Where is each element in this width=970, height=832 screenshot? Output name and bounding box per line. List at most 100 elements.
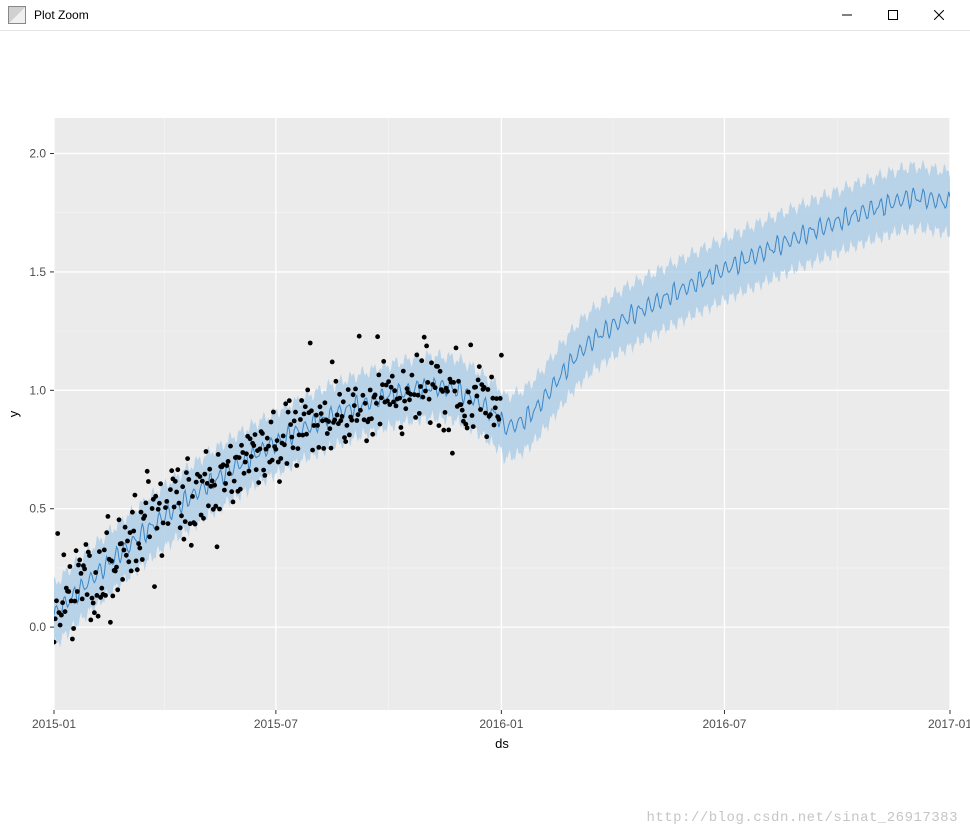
data-point <box>129 569 134 574</box>
data-point <box>206 503 211 508</box>
data-point <box>368 388 373 393</box>
data-point <box>72 599 77 604</box>
data-point <box>416 393 421 398</box>
data-point <box>63 609 68 614</box>
data-point <box>337 392 342 397</box>
data-point <box>498 396 503 401</box>
data-point <box>356 412 361 417</box>
data-point <box>212 483 217 488</box>
data-point <box>184 470 189 475</box>
data-point <box>281 434 286 439</box>
data-point <box>468 343 473 348</box>
data-point <box>484 434 489 439</box>
data-point <box>140 557 145 562</box>
minimize-icon <box>842 10 852 20</box>
data-point <box>277 479 282 484</box>
data-point <box>71 626 76 631</box>
data-point <box>70 637 75 642</box>
data-point <box>52 640 57 645</box>
close-button[interactable] <box>916 0 962 30</box>
y-tick-label: 2.0 <box>29 147 46 161</box>
maximize-button[interactable] <box>870 0 916 30</box>
data-point <box>194 480 199 485</box>
data-point <box>375 334 380 339</box>
data-point <box>296 446 301 451</box>
minimize-button[interactable] <box>824 0 870 30</box>
data-point <box>77 558 82 563</box>
data-point <box>399 425 404 430</box>
data-point <box>88 618 93 623</box>
data-point <box>137 546 142 551</box>
data-point <box>475 394 480 399</box>
data-point <box>381 359 386 364</box>
data-point <box>413 415 418 420</box>
data-point <box>247 469 252 474</box>
data-point <box>353 387 358 392</box>
data-point <box>91 601 96 606</box>
data-point <box>164 499 169 504</box>
data-point <box>363 401 368 406</box>
app-icon <box>8 6 26 24</box>
data-point <box>299 398 304 403</box>
data-point <box>450 451 455 456</box>
data-point <box>327 426 332 431</box>
data-point <box>346 387 351 392</box>
data-point <box>347 433 352 438</box>
data-point <box>258 447 263 452</box>
data-point <box>85 592 90 597</box>
data-point <box>465 426 470 431</box>
data-point <box>403 406 408 411</box>
data-point <box>198 474 203 479</box>
data-point <box>237 455 242 460</box>
data-point <box>59 613 64 618</box>
data-point <box>329 446 334 451</box>
data-point <box>358 408 363 413</box>
data-point <box>478 407 483 412</box>
data-point <box>407 397 412 402</box>
data-point <box>177 501 182 506</box>
data-point <box>427 397 432 402</box>
y-tick-label: 1.5 <box>29 265 46 279</box>
data-point <box>172 505 177 510</box>
y-tick-label: 0.0 <box>29 620 46 634</box>
data-point <box>441 428 446 433</box>
data-point <box>243 460 248 465</box>
data-point <box>282 442 287 447</box>
data-point <box>201 516 206 521</box>
data-point <box>144 501 149 506</box>
data-point <box>303 404 308 409</box>
data-point <box>84 542 89 547</box>
data-point <box>338 418 343 423</box>
data-point <box>305 388 310 393</box>
data-point <box>204 449 209 454</box>
data-point <box>292 419 297 424</box>
data-point <box>378 422 383 427</box>
data-point <box>135 567 140 572</box>
data-point <box>115 587 120 592</box>
data-point <box>102 548 107 553</box>
data-point <box>402 399 407 404</box>
data-point <box>392 388 397 393</box>
data-point <box>158 481 163 486</box>
data-point <box>473 385 478 390</box>
data-point <box>68 564 73 569</box>
data-point <box>228 444 233 449</box>
data-point <box>394 404 399 409</box>
data-point <box>423 389 428 394</box>
chart-svg: 0.00.51.01.52.02015-012015-072016-012016… <box>0 30 970 810</box>
data-point <box>173 479 178 484</box>
data-point <box>60 600 65 605</box>
data-point <box>440 389 445 394</box>
data-point <box>227 471 232 476</box>
data-point <box>476 378 481 383</box>
data-point <box>319 411 324 416</box>
data-point <box>459 402 464 407</box>
data-point <box>438 369 443 374</box>
data-point <box>417 411 422 416</box>
data-point <box>357 334 362 339</box>
data-point <box>314 413 319 418</box>
data-point <box>340 414 345 419</box>
data-point <box>134 559 139 564</box>
data-point <box>222 488 227 493</box>
y-tick-label: 1.0 <box>29 383 46 397</box>
